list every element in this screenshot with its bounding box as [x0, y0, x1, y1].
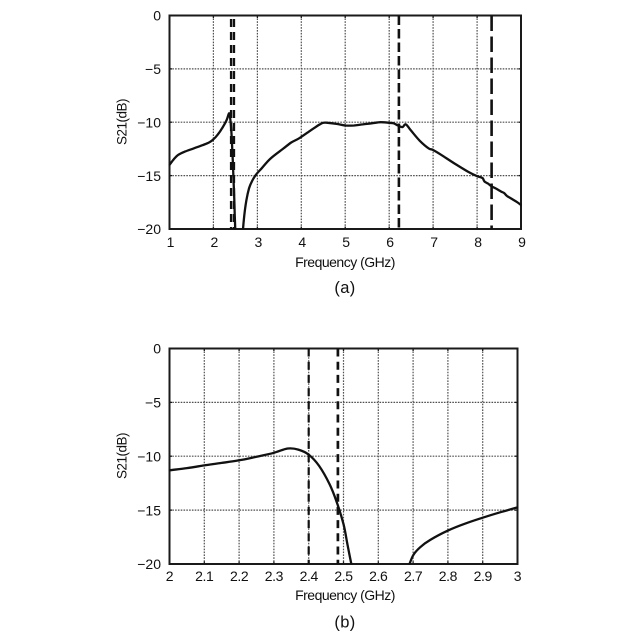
svg-text:−10: −10 — [137, 448, 161, 464]
svg-text:2.1: 2.1 — [195, 568, 214, 584]
svg-text:8: 8 — [474, 234, 482, 250]
svg-text:0: 0 — [153, 8, 161, 24]
svg-text:S21(dB): S21(dB) — [115, 99, 130, 145]
svg-text:2.3: 2.3 — [265, 568, 284, 584]
svg-text:0: 0 — [153, 341, 161, 357]
svg-text:Frequency (GHz): Frequency (GHz) — [295, 254, 395, 270]
svg-text:1: 1 — [167, 234, 175, 250]
svg-text:−20: −20 — [137, 556, 161, 572]
svg-text:−10: −10 — [137, 115, 161, 131]
svg-text:−15: −15 — [137, 168, 161, 184]
svg-text:(a): (a) — [334, 279, 355, 297]
svg-text:2.2: 2.2 — [230, 568, 249, 584]
svg-text:2.9: 2.9 — [474, 568, 493, 584]
svg-text:2.7: 2.7 — [404, 568, 423, 584]
svg-text:5: 5 — [342, 234, 350, 250]
svg-text:2.5: 2.5 — [334, 568, 353, 584]
svg-text:−15: −15 — [137, 502, 161, 518]
svg-text:−5: −5 — [145, 395, 161, 411]
svg-text:2.8: 2.8 — [439, 568, 458, 584]
svg-text:4: 4 — [298, 234, 306, 250]
svg-text:3: 3 — [514, 568, 522, 584]
svg-text:Frequency (GHz): Frequency (GHz) — [295, 587, 395, 603]
svg-text:2.6: 2.6 — [369, 568, 388, 584]
svg-text:S21(dB): S21(dB) — [115, 433, 130, 479]
svg-text:2.4: 2.4 — [300, 568, 319, 584]
svg-text:−5: −5 — [145, 61, 161, 77]
svg-text:−20: −20 — [137, 221, 161, 237]
svg-text:3: 3 — [255, 234, 263, 250]
svg-text:9: 9 — [518, 234, 526, 250]
svg-text:2: 2 — [166, 568, 174, 584]
svg-text:(b): (b) — [334, 614, 355, 632]
svg-text:6: 6 — [386, 234, 394, 250]
svg-text:2: 2 — [211, 234, 219, 250]
svg-text:7: 7 — [430, 234, 438, 250]
